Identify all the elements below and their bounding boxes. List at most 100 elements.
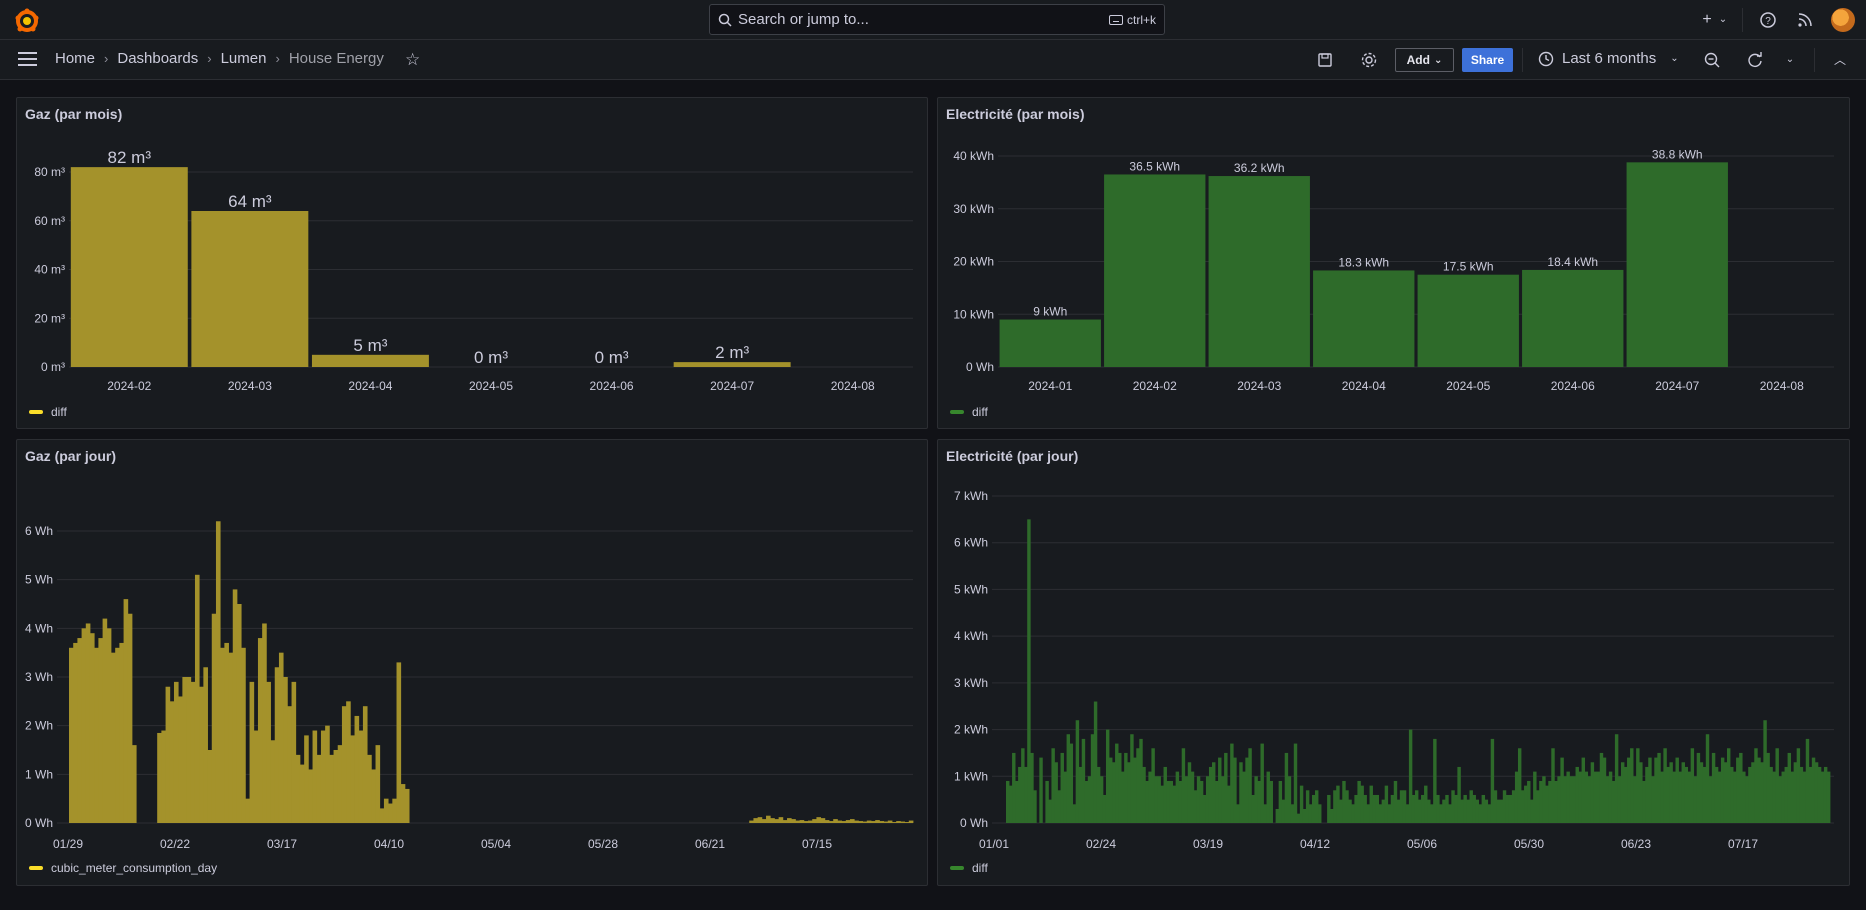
bar <box>1799 766 1804 823</box>
bar <box>194 574 200 823</box>
bar <box>211 613 217 823</box>
chevron-down-icon[interactable]: ⌄ <box>1718 14 1728 25</box>
legend-swatch <box>29 866 43 870</box>
breadcrumb-folder[interactable]: Lumen <box>220 50 267 67</box>
bar <box>1530 799 1534 823</box>
bar-value-label: 64 m³ <box>228 192 272 211</box>
bar <box>1499 799 1504 823</box>
bar <box>1560 757 1564 823</box>
share-button[interactable]: Share <box>1462 48 1513 72</box>
bar <box>1660 771 1664 823</box>
bar <box>1199 780 1204 823</box>
chart-elec-day: 0 Wh 1 kWh 2 kWh 3 kWh 4 kWh 5 kWh 6 kWh 7 kWh 0… <box>954 489 1834 851</box>
search-shortcut-label: ctrl+k <box>1126 12 1156 27</box>
bar <box>73 642 78 823</box>
bar <box>1699 762 1704 823</box>
bar <box>85 623 91 823</box>
time-range-picker[interactable]: Last 6 months ⌄ <box>1538 50 1679 67</box>
bar <box>241 647 246 823</box>
bar <box>77 638 82 823</box>
bar <box>1278 780 1283 823</box>
legend[interactable]: diff <box>950 405 988 419</box>
y-tick-label: 3 Wh <box>25 670 53 684</box>
add-button[interactable]: Add ⌄ <box>1395 48 1454 72</box>
x-tick-label: 05/30 <box>1514 837 1544 851</box>
bar <box>1463 794 1467 823</box>
bar <box>1766 752 1770 823</box>
x-tick-label: 2024-01 <box>1028 379 1072 393</box>
bar <box>1015 780 1019 823</box>
bar <box>1614 734 1619 823</box>
bar <box>1493 790 1498 823</box>
bar <box>1063 771 1067 823</box>
legend[interactable]: cubic_meter_consumption_day <box>29 861 217 875</box>
bar <box>1542 776 1546 823</box>
breadcrumb-home[interactable]: Home <box>55 50 96 67</box>
legend-label: cubic_meter_consumption_day <box>51 861 218 875</box>
rss-icon[interactable] <box>1795 10 1815 30</box>
plus-icon[interactable]: + <box>1702 11 1712 28</box>
bar <box>1205 776 1210 823</box>
bar <box>1348 799 1352 823</box>
bar <box>1548 780 1552 823</box>
bar <box>1130 734 1134 823</box>
y-tick-label: 0 Wh <box>966 360 994 374</box>
bar <box>1575 766 1579 823</box>
bar <box>1212 762 1216 823</box>
legend[interactable]: diff <box>29 405 67 419</box>
search-input[interactable]: Search or jump to... ctrl+k <box>709 4 1165 35</box>
panel-elec-day: Electricité (par jour) 0 Wh 1 kWh 2 kWh 3 k… <box>937 439 1850 886</box>
help-icon[interactable]: ? <box>1758 10 1778 30</box>
user-avatar[interactable] <box>1831 8 1855 32</box>
bar <box>1175 771 1180 823</box>
legend-label: diff <box>972 405 988 419</box>
bar <box>1445 794 1449 823</box>
bar <box>89 633 95 823</box>
bar <box>766 815 771 823</box>
bar <box>770 818 775 823</box>
clock-icon <box>1538 51 1554 66</box>
bar <box>1024 766 1028 823</box>
bar <box>1275 808 1280 823</box>
bar <box>1448 804 1452 823</box>
bar <box>841 821 847 823</box>
bar <box>161 730 166 823</box>
save-icon[interactable] <box>1316 51 1334 69</box>
grafana-logo-icon[interactable] <box>14 8 40 34</box>
bar <box>1184 776 1189 823</box>
bar <box>1669 762 1673 823</box>
legend-label: diff <box>972 861 988 875</box>
bar <box>1508 794 1513 823</box>
bar <box>808 820 813 823</box>
bar <box>1269 780 1273 823</box>
bar <box>1048 799 1052 823</box>
bar <box>1230 743 1234 823</box>
y-tick-label: 5 Wh <box>25 573 53 587</box>
star-icon[interactable]: ☆ <box>405 50 421 69</box>
chevron-down-icon[interactable]: ⌄ <box>1785 54 1795 65</box>
chevron-up-icon[interactable]: ︿ <box>1833 53 1846 67</box>
share-button-label: Share <box>1470 53 1505 67</box>
bar <box>98 638 103 823</box>
bar <box>1178 780 1183 823</box>
refresh-icon[interactable] <box>1746 51 1764 69</box>
zoom-out-icon[interactable] <box>1703 51 1721 69</box>
bar <box>1181 748 1186 823</box>
bar <box>316 754 322 823</box>
bar <box>1318 804 1322 823</box>
bar <box>887 820 893 823</box>
breadcrumb-dashboards[interactable]: Dashboards <box>117 50 199 67</box>
legend[interactable]: diff <box>950 861 988 875</box>
gear-icon[interactable] <box>1360 51 1378 69</box>
bar <box>1642 780 1646 823</box>
bar <box>829 821 834 823</box>
bar <box>1290 804 1295 823</box>
bar <box>1399 790 1404 823</box>
bar <box>1387 804 1392 823</box>
y-tick-label: 7 kWh <box>954 489 988 503</box>
menu-icon[interactable] <box>18 52 37 66</box>
bar <box>1133 757 1137 823</box>
bar <box>1239 762 1243 823</box>
bar <box>1372 794 1376 823</box>
x-tick-label: 2024-06 <box>1551 379 1595 393</box>
